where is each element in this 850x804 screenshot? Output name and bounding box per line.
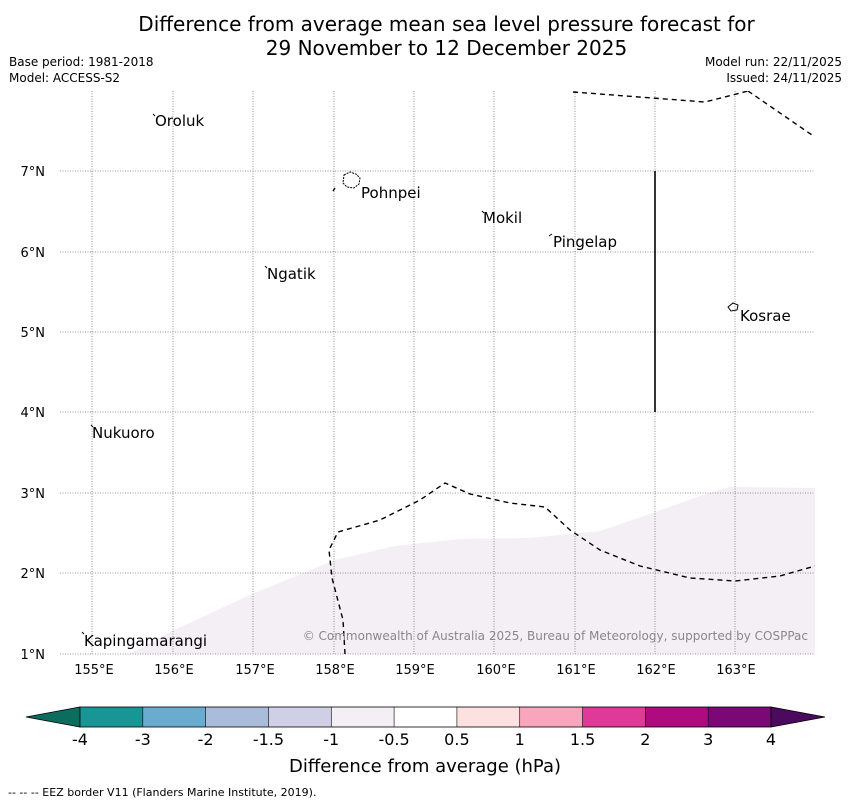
colorbar-under-arrow bbox=[25, 706, 81, 728]
lon-label-161e: 161°E bbox=[556, 663, 596, 678]
lon-label-156e: 156°E bbox=[154, 663, 194, 678]
colorbar-label: Difference from average (hPa) bbox=[289, 756, 561, 777]
title-line-1: Difference from average mean sea level p… bbox=[138, 12, 755, 36]
nukuoro-island bbox=[90, 424, 94, 428]
copyright-text: © Commonwealth of Australia 2025, Bureau… bbox=[303, 629, 808, 643]
lon-label-155e: 155°E bbox=[74, 663, 114, 678]
colorbar-segment bbox=[331, 707, 395, 727]
chart-title: Difference from average mean sea level p… bbox=[0, 12, 850, 60]
colorbar-segment bbox=[708, 707, 772, 727]
eez-footnote: -- -- -- EEZ border V11 (Flanders Marine… bbox=[8, 786, 317, 799]
kapingamarangi-island bbox=[81, 631, 85, 635]
eez-border-north bbox=[572, 91, 752, 103]
base-period-text: Base period: 1981-2018 bbox=[9, 55, 154, 69]
pohnpei-island bbox=[342, 171, 361, 189]
eez-border-south bbox=[328, 482, 815, 654]
ngatik-island bbox=[264, 265, 268, 269]
colorbar-over-arrow bbox=[770, 706, 826, 728]
colorbar-tick-label: 0.5 bbox=[444, 730, 469, 749]
lon-label-162e: 162°E bbox=[636, 663, 676, 678]
mokil-island bbox=[481, 210, 485, 214]
issued-text: Issued: 24/11/2025 bbox=[726, 71, 842, 85]
lon-label-160e: 160°E bbox=[476, 663, 516, 678]
colorbar-tick-label: -3 bbox=[135, 730, 151, 749]
colorbar-segment bbox=[142, 707, 206, 727]
lon-label-158e: 158°E bbox=[315, 663, 355, 678]
meta-left: Base period: 1981-2018 Model: ACCESS-S2 bbox=[9, 54, 154, 86]
lon-label-163e: 163°E bbox=[716, 663, 756, 678]
colorbar-tick-label: 1.5 bbox=[570, 730, 595, 749]
colorbar-ticks: -4 -3 -2 -1.5 -1 -0.5 0.5 1 1.5 2 3 4 bbox=[72, 730, 776, 749]
model-text: Model: ACCESS-S2 bbox=[9, 71, 121, 85]
colorbar-segments bbox=[80, 707, 772, 727]
colorbar-tick-label: -2 bbox=[198, 730, 214, 749]
lat-label-4n: 4°N bbox=[21, 406, 46, 421]
colorbar-segment bbox=[205, 707, 269, 727]
place-labels: Oroluk Pohnpei Mokil Pingelap Ngatik Kos… bbox=[84, 112, 791, 650]
anomaly-shading bbox=[60, 487, 815, 654]
label-mokil: Mokil bbox=[483, 209, 522, 227]
oroluk-island bbox=[152, 113, 156, 117]
colorbar-segment bbox=[80, 707, 144, 727]
label-nukuoro: Nukuoro bbox=[92, 424, 155, 442]
label-ngatik: Ngatik bbox=[267, 265, 316, 283]
colorbar: -4 -3 -2 -1.5 -1 -0.5 0.5 1 1.5 2 3 4 Difference fr… bbox=[25, 706, 826, 777]
colorbar-segment bbox=[394, 707, 458, 727]
kosrae-island bbox=[727, 302, 739, 312]
colorbar-tick-label: 1 bbox=[515, 730, 525, 749]
eez-borders bbox=[328, 91, 815, 654]
colorbar-frame bbox=[79, 706, 772, 728]
lon-label-157e: 157°E bbox=[235, 663, 275, 678]
colorbar-tick-label: -4 bbox=[72, 730, 88, 749]
islands bbox=[81, 113, 739, 635]
label-pohnpei: Pohnpei bbox=[361, 184, 421, 202]
label-kosrae: Kosrae bbox=[740, 307, 791, 325]
lat-label-2n: 2°N bbox=[21, 567, 46, 582]
colorbar-segment bbox=[456, 707, 521, 727]
lat-axis-labels: 7°N 6°N 5°N 4°N 3°N 2°N 1°N bbox=[21, 165, 46, 663]
lon-axis-labels: 155°E 156°E 157°E 158°E 159°E 160°E 161°… bbox=[74, 663, 756, 678]
pingelap-island bbox=[548, 233, 553, 237]
colorbar-tick-label: -1 bbox=[323, 730, 339, 749]
label-kapingamarangi: Kapingamarangi bbox=[84, 632, 207, 650]
lat-label-7n: 7°N bbox=[21, 165, 46, 180]
label-pingelap: Pingelap bbox=[553, 233, 617, 251]
meta-right: Model run: 22/11/2025 Issued: 24/11/2025 bbox=[705, 54, 842, 86]
eez-border-northeast bbox=[747, 91, 813, 136]
model-run-text: Model run: 22/11/2025 bbox=[704, 55, 842, 69]
gridlines bbox=[60, 91, 815, 655]
colorbar-segment bbox=[645, 707, 709, 727]
colorbar-segment bbox=[519, 707, 583, 727]
colorbar-tick-label: -0.5 bbox=[378, 730, 409, 749]
lat-label-5n: 5°N bbox=[21, 326, 46, 341]
colorbar-tick-label: -1.5 bbox=[253, 730, 284, 749]
lat-label-3n: 3°N bbox=[21, 487, 46, 502]
lat-label-1n: 1°N bbox=[21, 648, 46, 663]
colorbar-segment bbox=[268, 707, 332, 727]
lat-label-6n: 6°N bbox=[21, 246, 46, 261]
eez-border-pohnpei-stub bbox=[332, 187, 336, 192]
colorbar-tick-label: 3 bbox=[703, 730, 713, 749]
colorbar-segment bbox=[582, 707, 646, 727]
colorbar-tick-label: 2 bbox=[640, 730, 650, 749]
colorbar-tick-label: 4 bbox=[766, 730, 776, 749]
label-oroluk: Oroluk bbox=[155, 112, 204, 130]
title-line-2: 29 November to 12 December 2025 bbox=[265, 36, 628, 60]
lon-label-159e: 159°E bbox=[395, 663, 435, 678]
